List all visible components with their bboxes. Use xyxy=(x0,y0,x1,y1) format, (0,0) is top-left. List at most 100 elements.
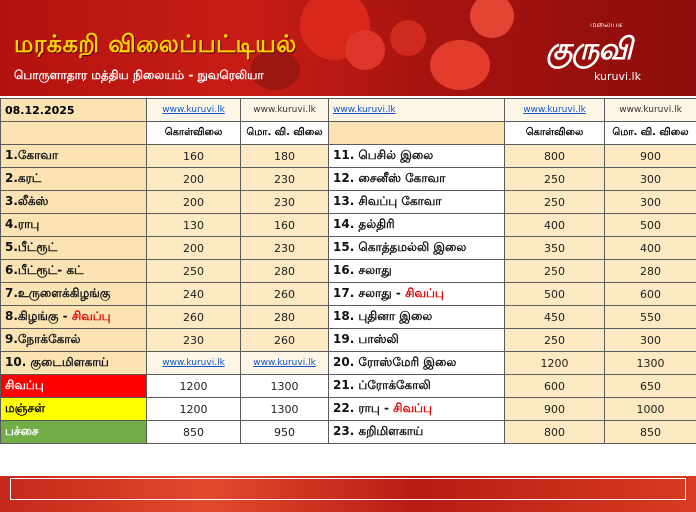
retail-price: 950 xyxy=(240,420,329,444)
pepper-decoration xyxy=(430,40,490,90)
site-link[interactable]: www.kuruvi.lk xyxy=(146,98,241,122)
item-name-red: சிவப்பு xyxy=(405,286,444,300)
capsicum-yellow-label: மஞ்சள் xyxy=(0,397,147,421)
wholesale-price: 1200 xyxy=(504,351,605,375)
tomato-decoration xyxy=(390,20,426,56)
site-link[interactable]: www.kuruvi.lk xyxy=(328,98,505,122)
blank-cell xyxy=(0,121,147,145)
retail-price: 900 xyxy=(604,144,696,168)
wholesale-price: 1200 xyxy=(146,374,241,398)
item-name: 11. பெசில் இலை xyxy=(328,144,505,168)
wholesale-price: 260 xyxy=(146,305,241,329)
table-row: 7.உருளைக்கிழங்கு 240 260 17. சலாது - சிவ… xyxy=(0,282,696,306)
wholesale-price: 400 xyxy=(504,213,605,237)
site-link[interactable]: www.kuruvi.lk xyxy=(146,351,241,375)
site-link[interactable]: www.kuruvi.lk xyxy=(240,351,329,375)
price-date: 08.12.2025 xyxy=(0,98,147,122)
wholesale-price: 900 xyxy=(504,397,605,421)
tomato-decoration xyxy=(470,0,514,38)
table-row: 3.லீக்ஸ் 200 230 13. சிவப்பு கோவா 250 30… xyxy=(0,190,696,214)
wholesale-price: 240 xyxy=(146,282,241,306)
site-text: www.kuruvi.lk xyxy=(604,98,696,122)
item-name-text: 17. சலாது - xyxy=(333,286,406,300)
item-name: 10. குடைமிளகாய் xyxy=(0,351,147,375)
item-name: 15. கொத்தமல்லி இலை xyxy=(328,236,505,260)
header-banner: மரக்கறி விலைப்பட்டியல் பொருளாதார மத்திய … xyxy=(0,0,696,96)
table-row: 1.கோவா 160 180 11. பெசில் இலை 800 900 xyxy=(0,144,696,168)
retail-price: 1300 xyxy=(604,351,696,375)
wholesale-price: 230 xyxy=(146,328,241,352)
tomato-decoration xyxy=(345,30,385,70)
table-row: 2.கரட் 200 230 12. சைனீஸ் கோவா 250 300 xyxy=(0,167,696,191)
retail-price: 260 xyxy=(240,282,329,306)
retail-price: 600 xyxy=(604,282,696,306)
item-name: 5.பீட்ரூட் xyxy=(0,236,147,260)
retail-header: மொ. வி. விலை xyxy=(604,121,696,145)
table-row: 4.ராபு 130 160 14. தல்திரி 400 500 xyxy=(0,213,696,237)
table-row: 8.கிழங்கு - சிவப்பு 260 280 18. புதினா இ… xyxy=(0,305,696,329)
table-row: 10. குடைமிளகாய் www.kuruvi.lk www.kuruvi… xyxy=(0,351,696,375)
capsicum-red-label: சிவப்பு xyxy=(0,374,147,398)
retail-price: 280 xyxy=(240,259,329,283)
wholesale-price: 1200 xyxy=(146,397,241,421)
retail-price: 230 xyxy=(240,190,329,214)
item-name: 16. சலாது xyxy=(328,259,505,283)
wholesale-price: 450 xyxy=(504,305,605,329)
wholesale-price: 850 xyxy=(146,420,241,444)
item-name: 22. ராபு - சிவப்பு xyxy=(328,397,505,421)
item-name: 7.உருளைக்கிழங்கு xyxy=(0,282,147,306)
logo-tagline: மலையக xyxy=(590,20,623,29)
retail-price: 280 xyxy=(604,259,696,283)
wholesale-price: 200 xyxy=(146,167,241,191)
item-name: 17. சலாது - சிவப்பு xyxy=(328,282,505,306)
blank-cell xyxy=(328,121,505,145)
item-name: 18. புதினா இலை xyxy=(328,305,505,329)
retail-price: 300 xyxy=(604,328,696,352)
site-link[interactable]: www.kuruvi.lk xyxy=(504,98,605,122)
retail-price: 650 xyxy=(604,374,696,398)
table-row: சிவப்பு 1200 1300 21. ப்ரோக்கோலி 600 650 xyxy=(0,374,696,398)
wholesale-price: 250 xyxy=(504,190,605,214)
retail-price: 400 xyxy=(604,236,696,260)
kuruvi-logo[interactable]: மலையக குருவி kuruvi.lk xyxy=(538,20,658,83)
wholesale-price: 160 xyxy=(146,144,241,168)
retail-price: 230 xyxy=(240,236,329,260)
wholesale-price: 800 xyxy=(504,144,605,168)
wholesale-price: 200 xyxy=(146,236,241,260)
price-table: 08.12.2025 www.kuruvi.lk www.kuruvi.lk w… xyxy=(0,98,696,444)
wholesale-price: 250 xyxy=(146,259,241,283)
wholesale-price: 250 xyxy=(504,167,605,191)
footer-banner xyxy=(0,476,696,512)
table-row: 5.பீட்ரூட் 200 230 15. கொத்தமல்லி இலை 35… xyxy=(0,236,696,260)
page-subtitle: பொருளாதார மத்திய நிலையம் - நுவரெலியா xyxy=(14,68,264,82)
retail-price: 160 xyxy=(240,213,329,237)
wholesale-price: 250 xyxy=(504,328,605,352)
retail-header: மொ. வி. விலை xyxy=(240,121,329,145)
header-row: கொள்விலை மொ. வி. விலை கொள்விலை மொ. வி. வ… xyxy=(0,121,696,145)
retail-price: 280 xyxy=(240,305,329,329)
date-row: 08.12.2025 www.kuruvi.lk www.kuruvi.lk w… xyxy=(0,98,696,122)
retail-price: 1000 xyxy=(604,397,696,421)
wholesale-header: கொள்விலை xyxy=(504,121,605,145)
capsicum-green-label: பச்சை xyxy=(0,420,147,444)
item-name: 9.நோக்கோல் xyxy=(0,328,147,352)
item-name: 21. ப்ரோக்கோலி xyxy=(328,374,505,398)
item-name-text: 22. ராபு - xyxy=(333,401,394,415)
page-title: மரக்கறி விலைப்பட்டியல் xyxy=(14,30,297,58)
item-name: 12. சைனீஸ் கோவா xyxy=(328,167,505,191)
item-name: 2.கரட் xyxy=(0,167,147,191)
retail-price: 500 xyxy=(604,213,696,237)
item-name: 1.கோவா xyxy=(0,144,147,168)
wholesale-price: 350 xyxy=(504,236,605,260)
wholesale-header: கொள்விலை xyxy=(146,121,241,145)
item-name-text: 8.கிழங்கு - xyxy=(5,309,72,323)
item-name: 6.பீட்ரூட்- கட் xyxy=(0,259,147,283)
retail-price: 550 xyxy=(604,305,696,329)
retail-price: 180 xyxy=(240,144,329,168)
item-name: 19. பாஸ்லி xyxy=(328,328,505,352)
logo-name: குருவி xyxy=(546,32,632,67)
footer-frame xyxy=(10,478,686,500)
table-row: 9.நோக்கோல் 230 260 19. பாஸ்லி 250 300 xyxy=(0,328,696,352)
item-name: 8.கிழங்கு - சிவப்பு xyxy=(0,305,147,329)
retail-price: 300 xyxy=(604,167,696,191)
